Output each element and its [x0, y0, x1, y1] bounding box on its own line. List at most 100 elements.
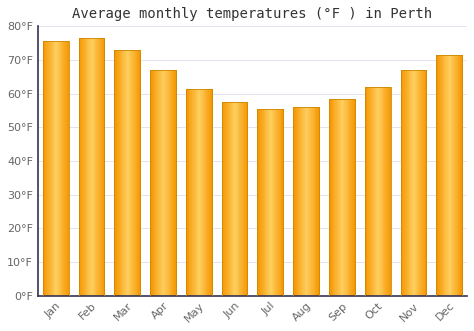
- Bar: [46, 41, 47, 296]
- Bar: [455, 55, 456, 296]
- Bar: [313, 107, 314, 296]
- Bar: [315, 107, 316, 296]
- Bar: [206, 89, 207, 296]
- Bar: [449, 55, 450, 296]
- Bar: [368, 87, 369, 296]
- Bar: [211, 89, 212, 296]
- Bar: [97, 38, 98, 296]
- Bar: [423, 70, 424, 296]
- Bar: [138, 50, 139, 296]
- Bar: [261, 109, 262, 296]
- Bar: [188, 89, 189, 296]
- Bar: [198, 89, 199, 296]
- Bar: [132, 50, 133, 296]
- Bar: [236, 102, 237, 296]
- Bar: [68, 41, 69, 296]
- Bar: [341, 99, 342, 296]
- Bar: [332, 99, 333, 296]
- Bar: [294, 107, 295, 296]
- Bar: [406, 70, 407, 296]
- Bar: [163, 70, 164, 296]
- Bar: [134, 50, 135, 296]
- Bar: [426, 70, 427, 296]
- Bar: [140, 50, 141, 296]
- Bar: [60, 41, 61, 296]
- Bar: [45, 41, 46, 296]
- Bar: [337, 99, 338, 296]
- Bar: [82, 38, 83, 296]
- Bar: [125, 50, 126, 296]
- Bar: [387, 87, 388, 296]
- Bar: [439, 55, 440, 296]
- Bar: [50, 41, 51, 296]
- Bar: [245, 102, 246, 296]
- Bar: [419, 70, 420, 296]
- Bar: [388, 87, 389, 296]
- Bar: [93, 38, 94, 296]
- Bar: [232, 102, 233, 296]
- Bar: [131, 50, 132, 296]
- Bar: [161, 70, 162, 296]
- Bar: [316, 107, 317, 296]
- Bar: [389, 87, 390, 296]
- Bar: [119, 50, 120, 296]
- Bar: [454, 55, 455, 296]
- Bar: [278, 109, 279, 296]
- Bar: [453, 55, 454, 296]
- Bar: [401, 70, 402, 296]
- Bar: [193, 89, 194, 296]
- Bar: [187, 89, 188, 296]
- Bar: [156, 70, 157, 296]
- Bar: [186, 89, 212, 296]
- Bar: [272, 109, 273, 296]
- Bar: [384, 87, 385, 296]
- Bar: [139, 50, 140, 296]
- Bar: [298, 107, 299, 296]
- Bar: [269, 109, 270, 296]
- Bar: [296, 107, 297, 296]
- Bar: [425, 70, 426, 296]
- Bar: [241, 102, 242, 296]
- Bar: [234, 102, 235, 296]
- Bar: [447, 55, 448, 296]
- Bar: [175, 70, 176, 296]
- Bar: [280, 109, 281, 296]
- Bar: [345, 99, 346, 296]
- Bar: [102, 38, 103, 296]
- Bar: [391, 87, 392, 296]
- Bar: [128, 50, 129, 296]
- Bar: [329, 99, 355, 296]
- Bar: [450, 55, 451, 296]
- Bar: [80, 38, 81, 296]
- Bar: [421, 70, 422, 296]
- Bar: [231, 102, 232, 296]
- Bar: [448, 55, 449, 296]
- Bar: [349, 99, 350, 296]
- Bar: [334, 99, 335, 296]
- Bar: [442, 55, 443, 296]
- Bar: [56, 41, 57, 296]
- Bar: [54, 41, 55, 296]
- Bar: [350, 99, 351, 296]
- Bar: [165, 70, 166, 296]
- Bar: [135, 50, 136, 296]
- Bar: [446, 55, 447, 296]
- Bar: [390, 87, 391, 296]
- Bar: [85, 38, 86, 296]
- Bar: [170, 70, 171, 296]
- Bar: [222, 102, 247, 296]
- Bar: [174, 70, 175, 296]
- Bar: [89, 38, 90, 296]
- Bar: [408, 70, 409, 296]
- Bar: [101, 38, 102, 296]
- Bar: [375, 87, 376, 296]
- Bar: [438, 55, 439, 296]
- Bar: [172, 70, 173, 296]
- Bar: [100, 38, 101, 296]
- Bar: [340, 99, 341, 296]
- Bar: [365, 87, 391, 296]
- Bar: [318, 107, 319, 296]
- Bar: [114, 50, 115, 296]
- Bar: [262, 109, 263, 296]
- Bar: [48, 41, 49, 296]
